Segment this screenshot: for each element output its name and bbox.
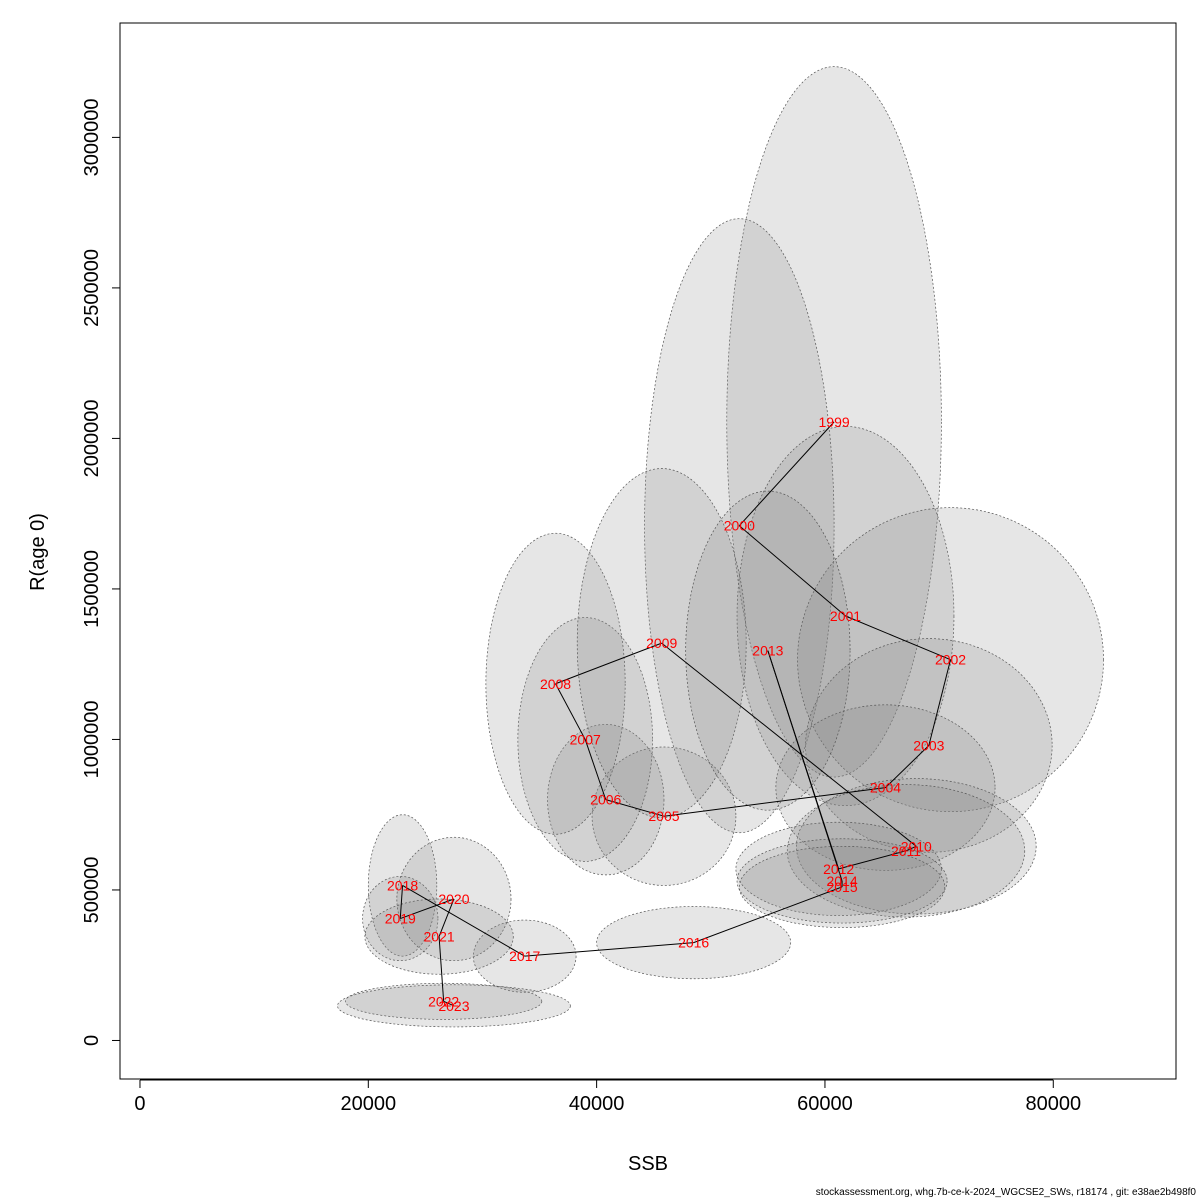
- year-label-2010: 2010: [901, 838, 932, 854]
- trajectory-segment-2015-2016: [693, 886, 843, 944]
- year-label-2006: 2006: [590, 792, 621, 808]
- trajectory-lines: [399, 421, 952, 1007]
- year-label-2020: 2020: [438, 891, 469, 907]
- trajectory-segment-2010-2011: [905, 845, 917, 852]
- trajectory-segment-2003-2004: [885, 745, 930, 788]
- x-tick-label: 60000: [797, 1093, 853, 1115]
- x-tick-label: 20000: [340, 1093, 396, 1115]
- trajectory-segment-2002-2003: [928, 659, 952, 746]
- year-label-1999: 1999: [819, 414, 850, 430]
- year-label-2018: 2018: [387, 877, 418, 893]
- year-label-2022: 2022: [428, 993, 459, 1009]
- trajectory-segment-2011-2012: [838, 850, 907, 870]
- year-label-2002: 2002: [935, 652, 966, 668]
- year-label-2004: 2004: [870, 780, 901, 796]
- y-axis-title: R(age 0): [27, 513, 49, 591]
- trajectory-segment-2020-2021: [438, 898, 455, 937]
- year-label-2014: 2014: [826, 873, 857, 889]
- trajectory-segment-2013-2014: [767, 650, 843, 882]
- trajectory-segment-2001-2002: [845, 615, 951, 661]
- trajectory-segment-2007-2008: [555, 683, 586, 740]
- trajectory-segment-2022-2023: [443, 1000, 455, 1007]
- year-label-2000: 2000: [724, 518, 755, 534]
- trajectory-segment-2005-2006: [605, 799, 665, 817]
- year-label-2016: 2016: [678, 935, 709, 951]
- trajectory-segment-2006-2007: [584, 739, 607, 800]
- trajectory-segment-2021-2022: [438, 936, 445, 1002]
- y-tick-label: 2500000: [81, 249, 103, 327]
- year-label-2001: 2001: [830, 608, 861, 624]
- y-axis: 0 500000 1000000 1500000 2000000 2500000 30000…: [81, 98, 121, 1046]
- trajectory-segment-2009-2010: [661, 642, 917, 847]
- x-axis: 0 20000 40000 60000 80000: [134, 1079, 1081, 1115]
- confidence-ellipses: [337, 66, 1104, 1028]
- trajectory-segment-1999-2000: [738, 421, 835, 527]
- year-label-2005: 2005: [648, 808, 679, 824]
- x-tick-label: 40000: [569, 1093, 625, 1115]
- year-label-2021: 2021: [424, 929, 455, 945]
- trajectory-segment-2008-2009: [555, 642, 662, 685]
- year-label-2003: 2003: [913, 737, 944, 753]
- year-labels: 1999 2000 2001 2002 2003 2004 2005 2006 2007 2008…: [385, 414, 967, 1014]
- trajectory-segment-2016-2017: [524, 942, 694, 957]
- trajectory-segment-2000-2001: [739, 525, 846, 617]
- x-axis-title: SSB: [628, 1153, 668, 1175]
- year-label-2013: 2013: [752, 643, 783, 659]
- y-tick-label: 0: [81, 1035, 103, 1046]
- year-label-2011: 2011: [891, 843, 921, 859]
- year-label-2009: 2009: [646, 635, 677, 651]
- y-tick-label: 3000000: [81, 98, 103, 176]
- y-tick-label: 2000000: [81, 399, 103, 477]
- y-tick-label: 500000: [81, 857, 103, 924]
- footer-credit: stockassessment.org, whg.7b-ce-k-2024_WG…: [815, 1187, 1196, 1198]
- year-label-2008: 2008: [540, 676, 571, 692]
- year-label-2012: 2012: [823, 861, 854, 877]
- x-tick-label: 0: [134, 1093, 145, 1115]
- trajectory-segment-2017-2018: [402, 885, 525, 957]
- year-label-2019: 2019: [385, 911, 416, 927]
- x-tick-label: 80000: [1025, 1093, 1081, 1115]
- y-tick-label: 1000000: [81, 701, 103, 779]
- trajectory-segment-2018-2019: [399, 885, 404, 919]
- year-label-2017: 2017: [509, 948, 540, 964]
- trajectory-segment-2019-2020: [400, 898, 455, 920]
- year-label-2023: 2023: [438, 998, 469, 1014]
- year-label-2015: 2015: [826, 879, 857, 895]
- y-tick-label: 1500000: [81, 550, 103, 628]
- year-label-2007: 2007: [570, 731, 601, 747]
